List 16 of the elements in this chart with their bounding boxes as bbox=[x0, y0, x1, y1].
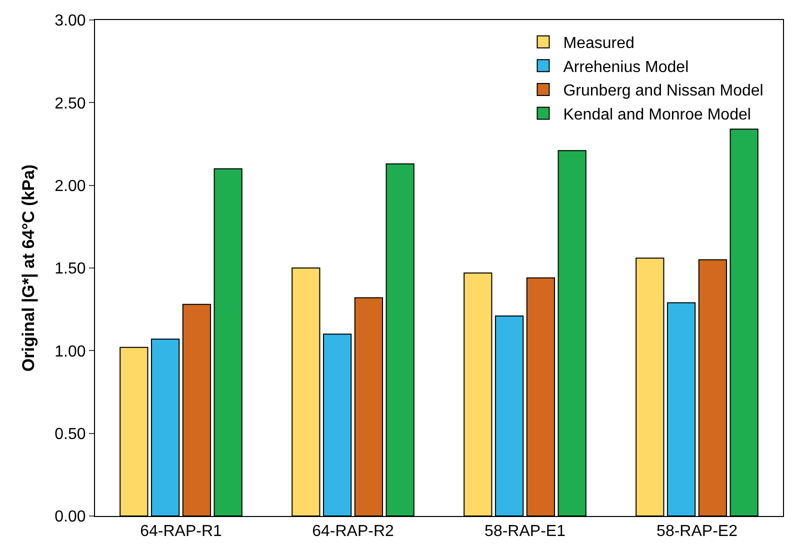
y-tick-label: 0.00 bbox=[54, 508, 86, 526]
legend-label: Grunberg and Nissan Model bbox=[563, 82, 764, 100]
y-tick-label: 2.00 bbox=[54, 178, 86, 195]
x-tick-label: 58-RAP-E2 bbox=[656, 523, 738, 540]
y-tick-label: 1.00 bbox=[54, 343, 86, 360]
y-tick-label: 0.50 bbox=[54, 426, 86, 443]
y-tick-label: 2.50 bbox=[54, 95, 86, 112]
y-tick-label: 1.50 bbox=[54, 260, 86, 278]
y-axis-title: Original |G*| at 64°C (kPa) bbox=[19, 164, 38, 372]
x-tick-label: 58-RAP-E1 bbox=[484, 523, 566, 540]
legend-label: Measured bbox=[563, 35, 634, 52]
legend-label: Kendal and Monroe Model bbox=[563, 106, 751, 124]
y-tick-label: 3.00 bbox=[54, 12, 86, 30]
x-tick-label: 64-RAP-R1 bbox=[140, 523, 222, 540]
x-tick-label: 64-RAP-R2 bbox=[312, 523, 394, 540]
legend-label: Arrehenius Model bbox=[563, 58, 689, 76]
